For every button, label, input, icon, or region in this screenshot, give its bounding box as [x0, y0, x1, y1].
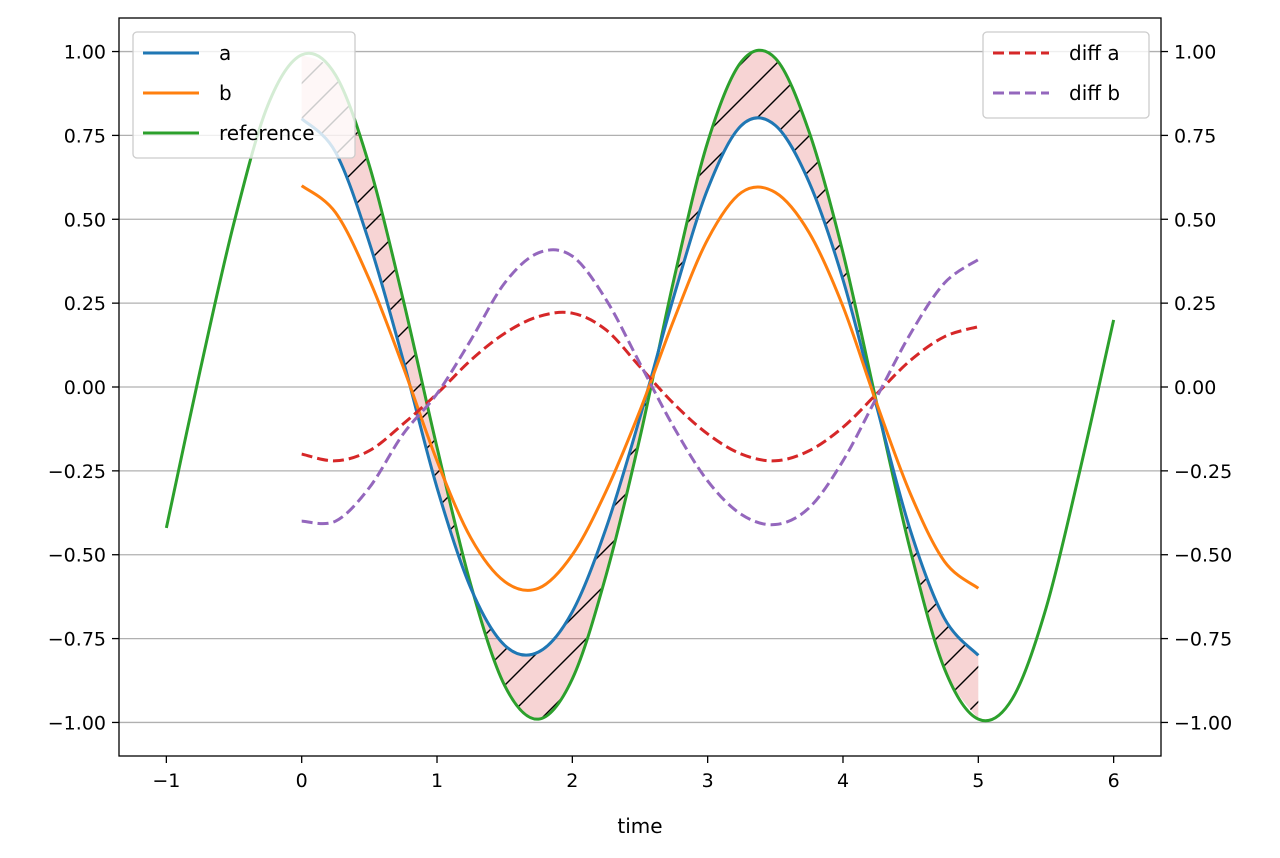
y-tick-label: 0.00	[64, 377, 106, 399]
y-tick-label: −0.25	[48, 461, 106, 483]
y-tick-label: −0.50	[48, 545, 106, 567]
x-tick-label: 1	[431, 770, 443, 792]
legend-label: b	[219, 81, 232, 105]
x-tick-label: 3	[702, 770, 714, 792]
series-line-diff-a	[301, 310, 979, 463]
series-line-b	[300, 184, 980, 592]
x-tick-label: 0	[296, 770, 308, 792]
y2-tick-label: −0.50	[1174, 545, 1232, 567]
y2-tick-label: 0.50	[1174, 209, 1216, 231]
y-tick-label: 0.50	[64, 209, 106, 231]
y2-tick-label: 0.75	[1174, 125, 1216, 147]
y-axis-right: −1.00 −0.75 −0.50 −0.25 0.00 0.25 0.50 0.75 1.00	[1161, 42, 1232, 734]
legend-label: a	[219, 41, 231, 65]
x-tick-label: −1	[152, 770, 180, 792]
legend-box	[982, 31, 1150, 119]
y2-tick-label: 0.25	[1174, 293, 1216, 315]
y-tick-label: −0.75	[48, 629, 106, 651]
x-axis-label: time	[617, 814, 662, 838]
y2-tick-label: −0.75	[1174, 629, 1232, 651]
series-line-diff-b	[301, 248, 980, 527]
x-tick-label: 6	[1108, 770, 1120, 792]
y2-tick-label: −0.25	[1174, 461, 1232, 483]
legend-label: diff b	[1069, 81, 1120, 105]
y-axis-left: −1.00 −0.75 −0.50 −0.25 0.00 0.25 0.50 0.75 1.00	[48, 42, 119, 734]
legend-box	[132, 31, 356, 159]
x-axis: −1 0 1 2 3 4 5 6	[152, 756, 1120, 792]
y-tick-label: −1.00	[48, 712, 106, 734]
legend-right: diff a diff b	[982, 31, 1150, 119]
y2-tick-label: −1.00	[1174, 712, 1232, 734]
legend-left: ab reference	[132, 31, 356, 159]
legend-label: diff a	[1069, 41, 1120, 65]
y-tick-label: 0.25	[64, 293, 106, 315]
x-tick-label: 4	[837, 770, 849, 792]
y-tick-label: 0.75	[64, 125, 106, 147]
x-tick-label: 5	[972, 770, 984, 792]
legend-label: reference	[219, 121, 315, 145]
y2-tick-label: 1.00	[1174, 42, 1216, 64]
y2-tick-label: 0.00	[1174, 377, 1216, 399]
x-tick-label: 2	[566, 770, 578, 792]
y-tick-label: 1.00	[64, 42, 106, 64]
